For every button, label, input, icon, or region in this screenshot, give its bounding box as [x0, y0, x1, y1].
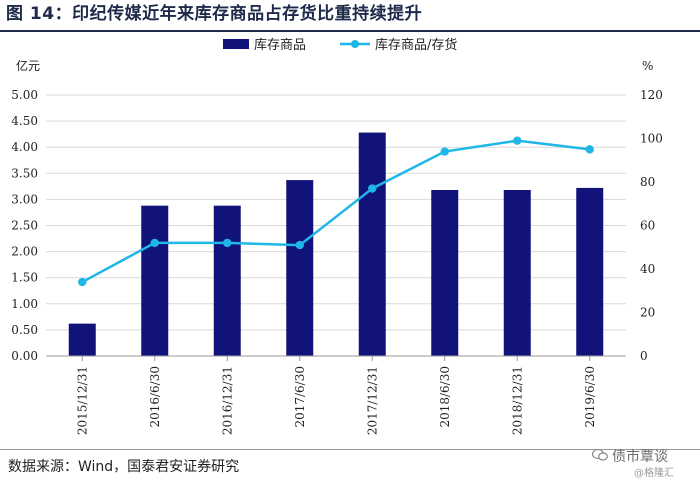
wechat-bubble-icon: [592, 448, 608, 461]
legend-line-label: 库存商品/存货: [375, 37, 457, 53]
y-right-tick-label: 0: [640, 349, 648, 363]
legend: 库存商品 库存商品/存货: [223, 37, 457, 53]
bar: [286, 180, 314, 356]
watermark: 债市覃谈 @格隆汇: [590, 446, 698, 480]
source-divider: [0, 449, 700, 450]
y-right-tick-label: 40: [640, 262, 655, 276]
line-series: [78, 136, 594, 287]
line-point: [585, 145, 594, 154]
y-left-tick-label: 4.00: [11, 140, 38, 154]
x-tick-label: 2019/6/30: [583, 366, 597, 428]
x-tick-label: 2017/12/31: [365, 366, 379, 435]
series-line: [81, 139, 590, 284]
y-right-tick-label: 80: [640, 175, 655, 189]
x-tick-label: 2016/6/30: [148, 366, 162, 428]
source-note: 数据来源：Wind，国泰君安证券研究: [8, 459, 240, 475]
y-left-tick-label: 3.50: [11, 166, 38, 180]
y-left-tick-label: 3.00: [11, 192, 38, 206]
x-tick-label: 2018/6/30: [438, 366, 452, 428]
y-left-tick-label: 2.00: [11, 245, 38, 259]
line-point: [150, 238, 159, 248]
x-tick-label: 2017/6/30: [293, 366, 307, 428]
y-right-tick-label: 120: [640, 88, 663, 102]
grid-lines: [46, 94, 626, 331]
line-point: [78, 277, 87, 287]
bar: [358, 132, 386, 356]
bar: [68, 323, 96, 356]
y-right-tick-label: 60: [640, 219, 655, 233]
y-left-tick-label: 4.50: [11, 114, 38, 128]
y-right-tick-label: 100: [640, 132, 663, 146]
title-divider: [0, 30, 700, 32]
bar: [213, 205, 241, 356]
y-right-tick-label: 20: [640, 306, 655, 320]
bar: [431, 190, 459, 356]
x-tick-label: 2015/12/31: [75, 366, 89, 435]
line-point: [223, 238, 232, 248]
x-tick-label: 2016/12/31: [220, 366, 234, 435]
bar: [141, 205, 169, 356]
line-point: [295, 240, 304, 250]
y-left-tick-label: 1.50: [11, 271, 38, 285]
watermark-text: 债市覃谈: [612, 449, 668, 465]
y-right-unit: %: [642, 59, 653, 73]
y-left-tick-label: 2.50: [11, 219, 38, 233]
line-point: [513, 136, 522, 145]
legend-line-marker: [351, 40, 359, 48]
bar: [576, 187, 604, 356]
legend-bar-swatch: [223, 39, 249, 49]
line-point: [440, 147, 449, 156]
y-left-tick-label: 5.00: [11, 88, 38, 102]
legend-bar-label: 库存商品: [254, 37, 306, 53]
watermark-subtext: @格隆汇: [634, 468, 674, 479]
chart-area: 0.00 0.50 1.00 1.50 2.00 2.50 3.00 3.50 4.00 4.50…: [11, 37, 663, 435]
figure-title: 图 14：印纪传媒近年来库存商品占存货比重持续提升: [6, 4, 423, 24]
x-tick-label: 2018/12/31: [510, 366, 524, 435]
line-point: [368, 184, 377, 193]
y-left-tick-label: 1.00: [11, 297, 38, 311]
y-left-unit: 亿元: [16, 58, 40, 73]
y-left-tick-label: 0.50: [11, 323, 38, 337]
axes: 0.00 0.50 1.00 1.50 2.00 2.50 3.00 3.50 4.00 4.50…: [11, 58, 663, 435]
y-left-tick-label: 0.00: [11, 349, 38, 363]
bar-series: [68, 132, 604, 356]
bar: [503, 190, 531, 356]
